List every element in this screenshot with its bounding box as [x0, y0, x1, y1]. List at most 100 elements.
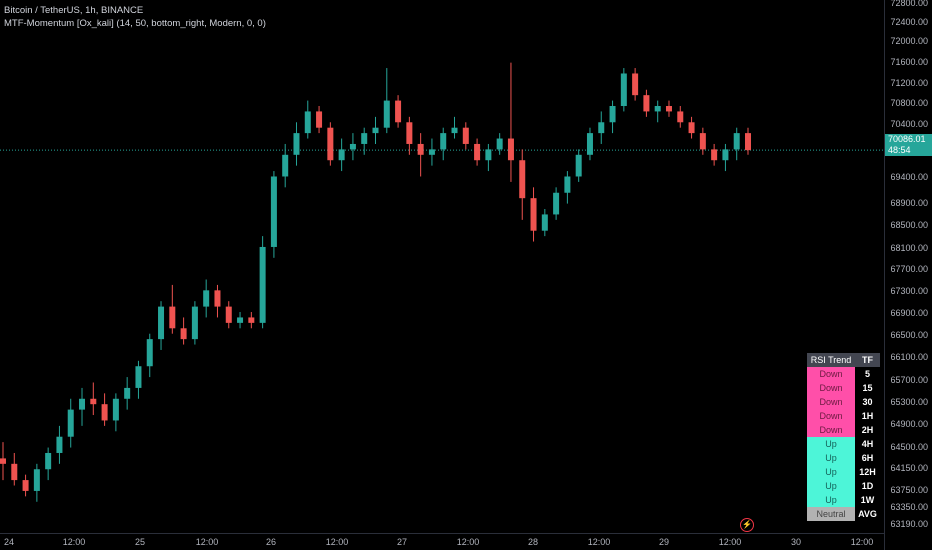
candle[interactable]	[406, 116, 413, 155]
timeframe-cell: 5	[855, 367, 880, 381]
candle[interactable]	[327, 122, 334, 166]
candle[interactable]	[688, 116, 695, 139]
candle[interactable]	[146, 333, 153, 378]
candle-body	[0, 458, 6, 464]
candle-body	[620, 73, 627, 107]
candle[interactable]	[440, 127, 447, 161]
candle[interactable]	[654, 100, 661, 123]
candle[interactable]	[101, 393, 108, 426]
candle[interactable]	[699, 127, 706, 155]
price-tick-label: 71600.00	[890, 57, 928, 67]
candle[interactable]	[11, 452, 18, 486]
candle[interactable]	[733, 127, 740, 161]
candle[interactable]	[316, 106, 323, 134]
candle[interactable]	[259, 236, 266, 329]
candle[interactable]	[711, 143, 718, 166]
candle[interactable]	[90, 382, 97, 416]
candle[interactable]	[124, 377, 131, 410]
candle[interactable]	[632, 68, 639, 101]
candle[interactable]	[575, 149, 582, 182]
candle[interactable]	[395, 95, 402, 128]
price-tick-label: 72400.00	[890, 17, 928, 27]
price-tick-label: 71200.00	[890, 78, 928, 88]
candle[interactable]	[598, 111, 605, 144]
candle[interactable]	[451, 116, 458, 139]
candle-body	[417, 143, 424, 155]
candle[interactable]	[372, 116, 379, 144]
candle-body	[293, 133, 300, 155]
candle[interactable]	[158, 301, 165, 350]
candle[interactable]	[349, 133, 356, 161]
symbol-title[interactable]: Bitcoin / TetherUS, 1h, BINANCE	[4, 5, 144, 16]
candle[interactable]	[214, 284, 221, 318]
time-tick-label: 24	[3, 537, 15, 547]
candle[interactable]	[474, 138, 481, 166]
price-axis[interactable]: 72800.00 72400.00 72000.00 71600.00 71200.00…	[884, 0, 932, 550]
candle[interactable]	[67, 398, 74, 448]
price-tick-label: 72000.00	[890, 36, 928, 46]
rsi-table-row: Down 5	[807, 367, 880, 381]
price-tick-label: 68500.00	[890, 220, 928, 230]
candle[interactable]	[33, 463, 40, 502]
candle-body	[349, 143, 356, 150]
candle[interactable]	[270, 171, 277, 258]
candle[interactable]	[609, 100, 616, 134]
candle[interactable]	[45, 447, 52, 481]
candle[interactable]	[135, 360, 142, 399]
candle[interactable]	[564, 171, 571, 204]
candle[interactable]	[225, 301, 232, 329]
candle[interactable]	[180, 317, 187, 345]
candle[interactable]	[361, 127, 368, 155]
candle[interactable]	[462, 122, 469, 150]
price-tick-label: 66900.00	[890, 308, 928, 318]
candle[interactable]	[383, 68, 390, 134]
candle[interactable]	[496, 133, 503, 155]
candle[interactable]	[417, 133, 424, 177]
candlestick-chart[interactable]	[0, 0, 884, 533]
price-chart[interactable]	[0, 0, 884, 533]
time-tick-label: 26	[265, 537, 277, 547]
candle[interactable]	[722, 143, 729, 172]
candle[interactable]	[203, 279, 210, 318]
timeframe-cell: 1W	[855, 493, 880, 507]
candle[interactable]	[586, 127, 593, 161]
candle[interactable]	[191, 301, 198, 345]
candle[interactable]	[428, 138, 435, 166]
candle[interactable]	[541, 209, 548, 237]
time-axis[interactable]: 24 12:00 25 12:00 26 12:00 27 12:00 28 12:00 29 12:…	[0, 533, 884, 550]
candle[interactable]	[304, 100, 311, 139]
time-tick-label: 30	[790, 537, 802, 547]
candle[interactable]	[507, 62, 514, 182]
candle[interactable]	[0, 442, 6, 481]
rsi-trend-cell: Up	[807, 479, 855, 493]
candle[interactable]	[530, 187, 537, 242]
candle[interactable]	[519, 149, 526, 220]
tradingview-logo-icon[interactable]: ⚡	[740, 518, 754, 532]
candle[interactable]	[665, 100, 672, 117]
time-tick-label: 12:00	[718, 537, 742, 547]
candle[interactable]	[79, 387, 86, 426]
timeframe-cell: 2H	[855, 423, 880, 437]
candle[interactable]	[485, 143, 492, 172]
candle-body	[496, 138, 503, 150]
candle[interactable]	[338, 138, 345, 172]
candle[interactable]	[677, 106, 684, 128]
candle[interactable]	[293, 122, 300, 166]
indicator-title[interactable]: MTF-Momentum [Ox_kali] (14, 50, bottom_r…	[4, 18, 266, 29]
candle[interactable]	[553, 187, 560, 220]
candle[interactable]	[169, 284, 176, 334]
candle[interactable]	[282, 143, 289, 188]
candle[interactable]	[643, 89, 650, 117]
candle-body	[553, 192, 560, 215]
candle[interactable]	[22, 474, 29, 497]
candle[interactable]	[237, 312, 244, 329]
candle[interactable]	[248, 312, 255, 329]
candle[interactable]	[112, 393, 119, 432]
candle-body	[158, 306, 165, 340]
candle[interactable]	[745, 127, 751, 155]
candle-body	[598, 122, 605, 134]
price-tick-label: 66500.00	[890, 330, 928, 340]
candle[interactable]	[56, 425, 63, 464]
price-tick-label: 63190.00	[890, 519, 928, 529]
candle[interactable]	[620, 68, 627, 112]
